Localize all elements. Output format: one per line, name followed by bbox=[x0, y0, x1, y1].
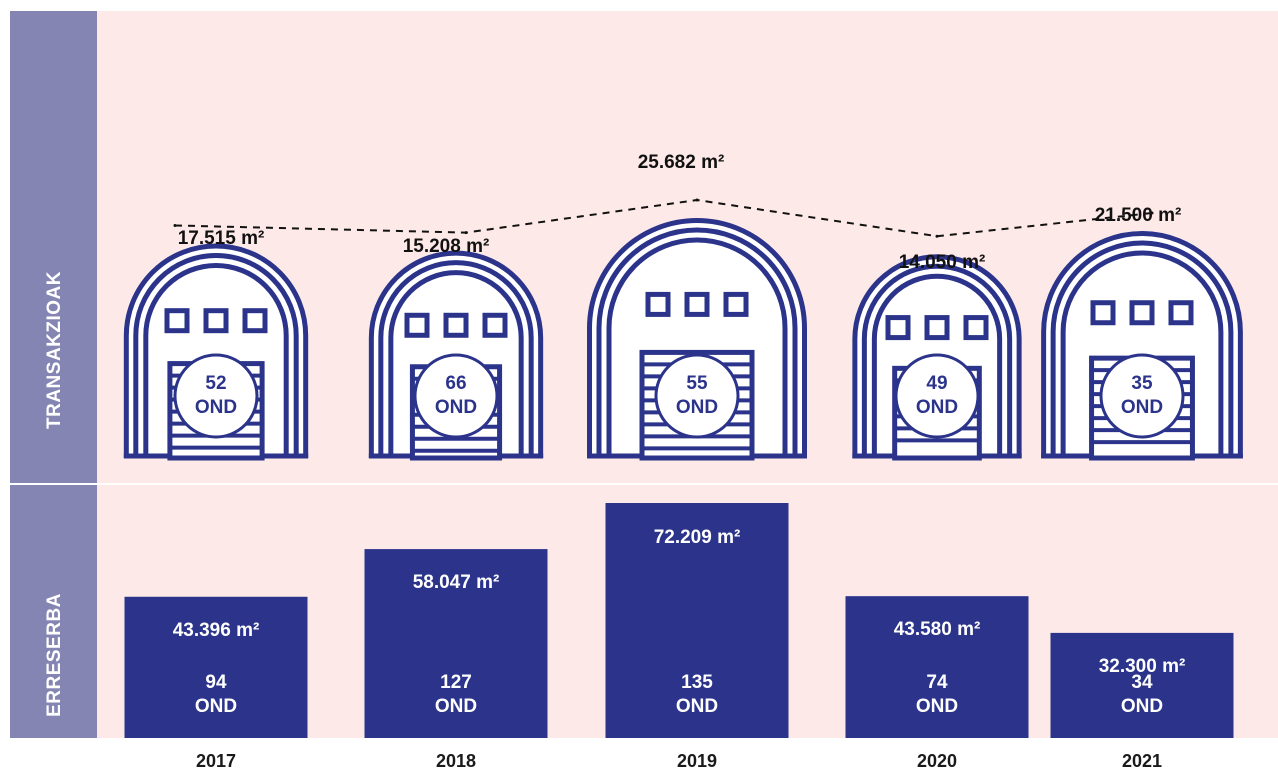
reserve-count-unit-2020: OND bbox=[916, 696, 958, 717]
reserve-value-label-2019: 72.209 m² bbox=[654, 527, 741, 548]
reserve-count-label-2017: 94 bbox=[205, 672, 227, 693]
section-divider bbox=[10, 483, 1278, 485]
transactions-count-label-2020: 49 bbox=[926, 373, 947, 394]
warehouse-icon-2017: 52 OND bbox=[123, 243, 309, 461]
reserve-bar-2017 bbox=[124, 596, 308, 738]
transactions-value-label-2020: 14.050 m² bbox=[899, 252, 986, 273]
year-label-2021: 2021 bbox=[1122, 751, 1162, 771]
warehouse-icon-2020: 49 OND bbox=[852, 254, 1022, 461]
reserve-count-label-2018: 127 bbox=[440, 672, 472, 693]
transactions-count-label-2021: 35 bbox=[1131, 373, 1153, 394]
transactions-value-label-2019: 25.682 m² bbox=[638, 152, 725, 173]
transactions-count-badge-2017 bbox=[173, 353, 259, 439]
transactions-point-2017 bbox=[173, 223, 177, 227]
transactions-point-2019 bbox=[695, 198, 699, 202]
reserve-bar-2021 bbox=[1050, 632, 1234, 738]
warehouse-icon-2019: 55 OND bbox=[587, 218, 807, 461]
transactions-point-2020 bbox=[935, 234, 939, 238]
reserve-count-unit-2021: OND bbox=[1121, 696, 1163, 717]
transactions-count-label-2019: 55 bbox=[686, 373, 708, 394]
reserve-count-unit-2017: OND bbox=[195, 696, 237, 717]
transactions-value-label-2018: 15.208 m² bbox=[403, 236, 490, 257]
transactions-side-bar bbox=[10, 11, 97, 483]
transactions-count-unit-2017: OND bbox=[195, 397, 237, 418]
year-label-2019: 2019 bbox=[677, 751, 717, 771]
transactions-point-2018 bbox=[464, 231, 468, 235]
reserve-count-label-2020: 74 bbox=[926, 672, 948, 693]
year-label-2017: 2017 bbox=[196, 751, 236, 771]
warehouse-icon-2021: 35 OND bbox=[1041, 231, 1243, 461]
reserve-value-label-2021: 32.300 m² bbox=[1099, 656, 1186, 677]
transactions-count-badge-2020 bbox=[894, 353, 980, 439]
transactions-count-badge-2021 bbox=[1099, 353, 1185, 439]
transactions-value-label-2021: 21.500 m² bbox=[1095, 205, 1182, 226]
reserve-side-bar bbox=[10, 485, 97, 738]
reserve-bar-2018 bbox=[364, 549, 548, 738]
transactions-count-badge-2019 bbox=[654, 353, 740, 439]
transactions-count-label-2017: 52 bbox=[205, 373, 226, 394]
transactions-count-unit-2019: OND bbox=[676, 397, 718, 418]
reserve-value-label-2018: 58.047 m² bbox=[413, 572, 500, 593]
transactions-value-label-2017: 17.515 m² bbox=[178, 228, 265, 249]
transactions-count-unit-2020: OND bbox=[916, 397, 958, 418]
reserve-count-unit-2019: OND bbox=[676, 696, 718, 717]
transactions-count-unit-2021: OND bbox=[1121, 397, 1163, 418]
transactions-count-badge-2018 bbox=[413, 353, 499, 439]
transactions-point-2021 bbox=[1150, 211, 1154, 215]
transactions-count-label-2018: 66 bbox=[445, 373, 466, 394]
reserve-count-label-2021: 34 bbox=[1131, 672, 1153, 693]
reserve-value-label-2020: 43.580 m² bbox=[894, 619, 981, 640]
reserve-value-label-2017: 43.396 m² bbox=[173, 620, 260, 641]
transactions-count-unit-2018: OND bbox=[435, 397, 477, 418]
warehouse-icon-2018: 66 OND bbox=[368, 250, 544, 461]
reserve-bar-2019 bbox=[605, 503, 789, 738]
year-label-2018: 2018 bbox=[436, 751, 476, 771]
reserve-bar-2020 bbox=[845, 596, 1029, 738]
reserve-count-unit-2018: OND bbox=[435, 696, 477, 717]
reserve-count-label-2019: 135 bbox=[681, 672, 713, 693]
year-label-2020: 2020 bbox=[917, 751, 957, 771]
